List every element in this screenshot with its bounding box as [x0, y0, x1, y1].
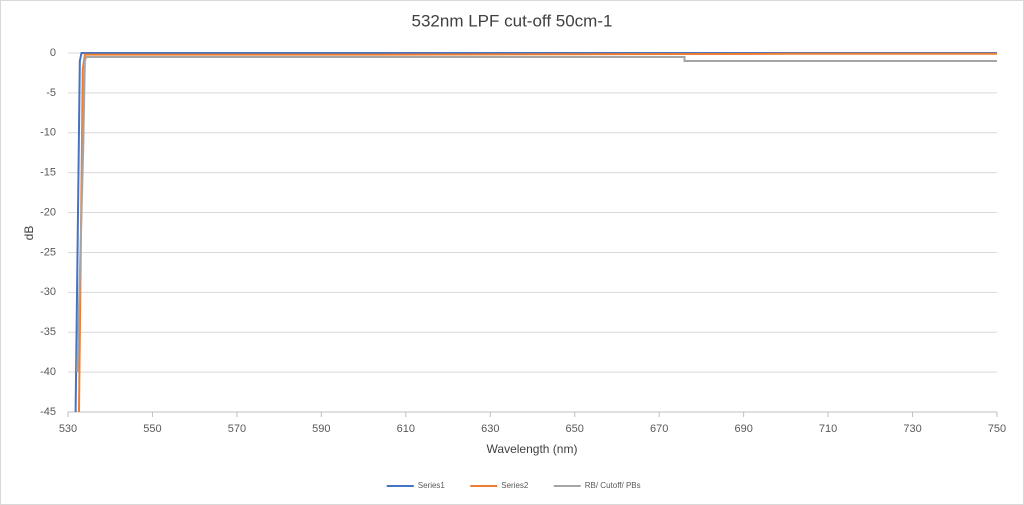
y-tick-label: -45: [40, 406, 56, 418]
y-tick-label: -25: [40, 246, 56, 258]
y-tick-label: -15: [40, 167, 56, 179]
x-tick-label: 610: [397, 423, 415, 435]
x-tick-label: 710: [819, 423, 837, 435]
series-line: [76, 55, 997, 373]
x-tick-label: 590: [312, 423, 330, 435]
x-tick-label: 650: [566, 423, 584, 435]
series-line: [77, 52, 997, 413]
chart-title: 532nm LPF cut-off 50cm-1: [412, 11, 613, 30]
legend-label: Series2: [501, 481, 529, 490]
y-tick-label: -20: [40, 206, 56, 218]
y-tick-label: -10: [40, 127, 56, 139]
y-tick-label: -40: [40, 366, 56, 378]
legend-label: RB/ Cutoff/ PBs: [585, 481, 641, 490]
x-tick-label: 530: [59, 423, 77, 435]
y-axis-title: dB: [22, 226, 36, 241]
y-tick-label: -5: [46, 87, 56, 99]
x-tick-label: 670: [650, 423, 668, 435]
x-tick-label: 730: [903, 423, 921, 435]
series-line: [74, 52, 997, 413]
x-tick-label: 550: [143, 423, 161, 435]
x-axis-title: Wavelength (nm): [487, 442, 578, 456]
x-tick-label: 570: [228, 423, 246, 435]
x-tick-label: 690: [734, 423, 752, 435]
x-tick-label: 750: [988, 423, 1006, 435]
x-tick-label: 630: [481, 423, 499, 435]
legend-label: Series1: [418, 481, 446, 490]
y-tick-label: -30: [40, 286, 56, 298]
y-tick-label: -35: [40, 326, 56, 338]
y-tick-label: 0: [50, 47, 56, 59]
